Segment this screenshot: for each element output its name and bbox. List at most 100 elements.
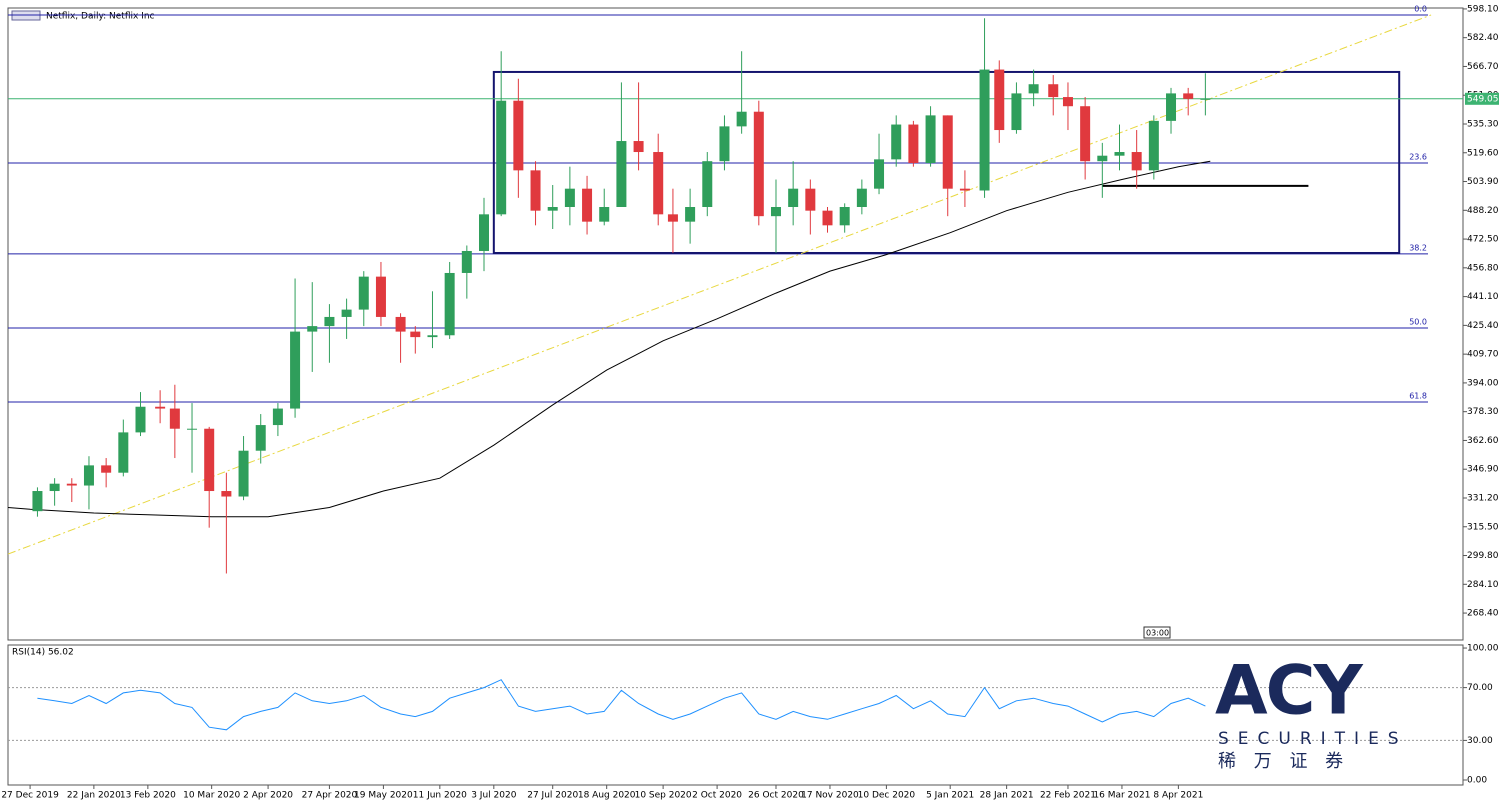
candle-body	[979, 69, 990, 191]
x-tick-label: 28 Jan 2021	[980, 791, 1034, 801]
candle-body	[66, 483, 77, 486]
candle-body	[1183, 93, 1194, 99]
x-tick-label: 17 Nov 2020	[801, 791, 859, 801]
candle-body	[307, 326, 318, 332]
candle-body	[204, 428, 215, 492]
candle-body	[736, 111, 747, 127]
y-tick-label: 378.30	[1467, 407, 1499, 417]
candle-body	[341, 309, 352, 317]
x-tick-label: 22 Jan 2020	[67, 791, 121, 801]
y-tick-label: 582.40	[1467, 33, 1499, 43]
y-tick-label: 331.20	[1467, 493, 1499, 503]
y-tick-label: 598.10	[1467, 4, 1499, 14]
moving-average	[7, 160, 1211, 518]
candle-body	[83, 465, 94, 486]
candle-body	[496, 100, 507, 215]
x-tick-label: 19 May 2020	[354, 791, 413, 801]
rsi-title: RSI(14) 56.02	[12, 648, 74, 658]
candle-body	[564, 188, 575, 208]
candle-body	[908, 124, 919, 164]
candle-body	[461, 250, 472, 273]
fib-label: 50.0	[1409, 317, 1427, 326]
candle-body	[118, 432, 129, 473]
candle-body	[874, 159, 885, 189]
candle-body	[1166, 93, 1177, 121]
candle-body	[221, 491, 232, 497]
logo-brand: ACY	[1215, 652, 1364, 731]
candle-body	[653, 152, 664, 215]
candle-body	[753, 111, 764, 217]
y-tick-label: 0.00	[1467, 775, 1487, 785]
candle-body	[770, 207, 781, 217]
y-tick-label: 268.40	[1467, 609, 1499, 619]
y-tick-label: 519.60	[1467, 148, 1499, 158]
trendline	[7, 14, 1432, 555]
candle-body	[667, 214, 678, 222]
price-tag-label: 549.05	[1467, 94, 1499, 104]
candle-body	[1048, 84, 1059, 98]
fib-label: 38.2	[1409, 243, 1427, 252]
candle-body	[1200, 98, 1211, 100]
candle-body	[1028, 84, 1039, 94]
x-tick-label: 16 Mar 2021	[1093, 791, 1150, 801]
time-marker-box	[1143, 626, 1171, 639]
fib-label: 23.6	[1409, 153, 1427, 162]
candle-body	[395, 316, 406, 332]
x-tick-label: 10 Dec 2020	[858, 791, 916, 801]
candle-body	[101, 465, 112, 473]
candle-body	[685, 207, 696, 222]
y-tick-label: 535.30	[1467, 119, 1499, 129]
y-tick-label: 30.00	[1467, 736, 1493, 746]
y-tick-label: 100.00	[1467, 644, 1499, 654]
x-tick-label: 10 Sep 2020	[635, 791, 692, 801]
range-box	[492, 70, 1401, 254]
fib-label: 61.8	[1409, 391, 1427, 400]
y-tick-label: 503.90	[1467, 177, 1499, 187]
candle-body	[547, 207, 558, 211]
candle-body	[169, 408, 180, 429]
candle-body	[135, 406, 146, 433]
x-tick-label: 27 Dec 2019	[1, 791, 59, 801]
y-tick-label: 425.40	[1467, 321, 1499, 331]
y-tick-label: 409.70	[1467, 350, 1499, 360]
y-tick-label: 472.50	[1467, 235, 1499, 245]
x-tick-label: 8 Apr 2021	[1153, 791, 1203, 801]
candle-body	[702, 161, 713, 208]
x-tick-label: 5 Jan 2021	[926, 791, 974, 801]
y-tick-label: 441.10	[1467, 292, 1499, 302]
candle-body	[925, 115, 936, 164]
candle-body	[1131, 152, 1142, 171]
candle-body	[238, 450, 249, 497]
logo-chinese: 稀 万 证 券	[1218, 751, 1349, 772]
candle-body	[839, 207, 850, 226]
fib-label: 0.0	[1414, 4, 1427, 13]
candle-body	[444, 272, 455, 336]
symbol-icon	[11, 10, 41, 21]
candle-body	[358, 276, 369, 310]
x-tick-label: 27 Jul 2020	[527, 791, 578, 801]
candle-body	[719, 126, 730, 162]
candle-body	[427, 335, 438, 338]
x-tick-label: 3 Jul 2020	[471, 791, 516, 801]
main-panel	[7, 7, 1464, 641]
candle-body	[530, 170, 541, 211]
candle-body	[1062, 97, 1073, 107]
price-tag	[1465, 92, 1499, 105]
y-tick-label: 566.70	[1467, 62, 1499, 72]
candle-body	[49, 483, 60, 492]
x-tick-label: 27 Apr 2020	[302, 791, 358, 801]
x-tick-label: 10 Mar 2020	[183, 791, 240, 801]
y-tick-label: 299.80	[1467, 551, 1499, 561]
candle-body	[822, 210, 833, 226]
x-tick-label: 18 Aug 2020	[578, 791, 636, 801]
candle-body	[155, 406, 166, 409]
candle-body	[272, 408, 283, 426]
y-tick-label: 346.90	[1467, 465, 1499, 475]
x-tick-label: 22 Feb 2021	[1040, 791, 1096, 801]
candle-body	[582, 188, 593, 222]
candle-body	[1097, 155, 1108, 162]
y-tick-label: 70.00	[1467, 683, 1493, 693]
y-tick-label: 362.60	[1467, 436, 1499, 446]
candle-body	[1148, 120, 1159, 171]
candle-body	[1011, 93, 1022, 131]
